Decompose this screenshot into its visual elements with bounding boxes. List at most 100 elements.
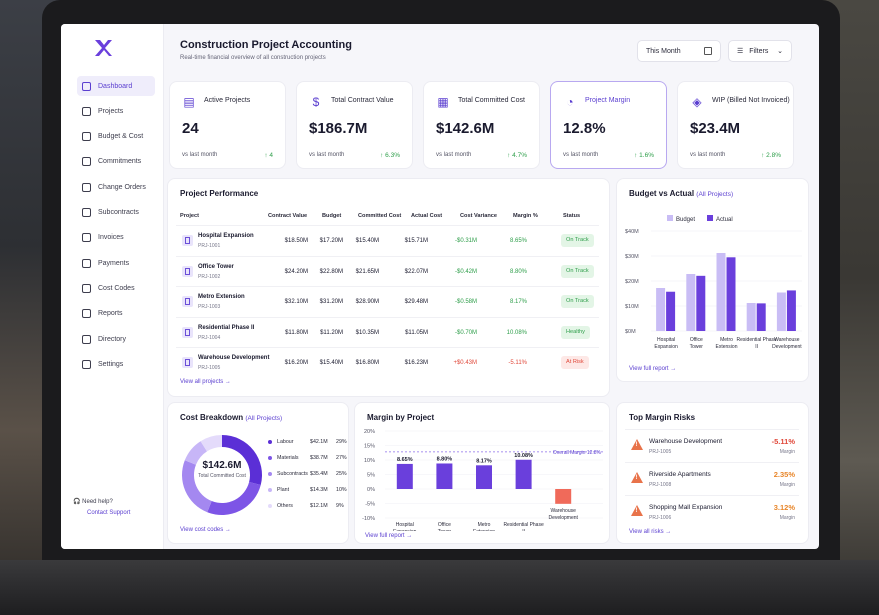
legend-label: Actual — [716, 217, 733, 223]
kpi-card-total-committed-cost[interactable]: ▦ Total Committed Cost $142.6M vs last mont… — [423, 81, 540, 169]
kpi-card-project-margin[interactable]: ◔ Project Margin 12.8% vs last month ↑ 1.6% — [550, 81, 667, 169]
bar-budget[interactable] — [686, 274, 696, 331]
folder-icon — [82, 106, 91, 116]
sidebar-item-label: Change Orders — [98, 183, 146, 191]
donut-slice-subcontracts[interactable] — [182, 460, 212, 513]
sidebar-item-commitments[interactable]: Commitments — [77, 152, 155, 172]
legend-swatch — [667, 215, 673, 221]
budget-icon — [82, 132, 91, 142]
margin-bar[interactable] — [515, 459, 532, 489]
donut-slice-plant[interactable] — [184, 441, 207, 465]
sidebar-item-reports[interactable]: Reports — [77, 304, 155, 324]
sidebar-item-change-orders[interactable]: Change Orders — [77, 177, 155, 197]
legend-value: $42.1M — [310, 439, 328, 445]
receipt-icon: ▦ — [437, 95, 449, 109]
cell-contract: $16.20M — [284, 360, 308, 366]
legend-value: $12.1M — [310, 503, 328, 509]
project-code: PRJ-1004 — [198, 334, 221, 341]
bar-budget[interactable] — [656, 288, 666, 331]
kpi-change: ↑ 2.8% — [761, 152, 781, 159]
margin-bar[interactable] — [555, 489, 572, 504]
cell-contract: $24.20M — [284, 268, 308, 275]
warning-icon — [631, 472, 643, 483]
kpi-card-wip-billed-not-invoiced-[interactable]: ◈ WIP (Billed Not Invoiced) $23.4M vs last … — [677, 81, 794, 169]
y-tick-label: 15% — [364, 444, 375, 450]
arrow-right-icon: → — [224, 379, 231, 385]
sidebar-item-projects[interactable]: Projects — [77, 101, 155, 121]
risk-item[interactable]: Riverside Apartments PRJ-1008 2.35% Margin — [625, 462, 799, 495]
contact-support-link[interactable]: Contact Support — [87, 510, 131, 516]
margin-bar[interactable] — [436, 463, 453, 489]
sidebar-item-payments[interactable]: Payments — [77, 253, 155, 273]
arrow-right-icon: → — [406, 533, 413, 539]
kpi-card-active-projects[interactable]: ▤ Active Projects 24 vs last month ↑ 4 — [169, 81, 286, 169]
sidebar-item-label: Cost Codes — [98, 284, 135, 292]
bar-actual[interactable] — [786, 290, 796, 331]
sidebar-item-cost-codes[interactable]: Cost Codes — [77, 278, 155, 298]
filters-button[interactable]: ☰ Filters ⌄ — [728, 40, 792, 62]
view-all-risks-link[interactable]: View all risks → — [629, 529, 671, 535]
sidebar-item-invoices[interactable]: Invoices — [77, 228, 155, 248]
legend-name: Labour — [277, 439, 294, 445]
risk-item[interactable]: Shopping Mall Expansion PRJ-1006 3.12% Marg… — [625, 495, 799, 528]
sidebar-item-settings[interactable]: Settings — [77, 354, 155, 374]
sidebar-item-label: Subcontracts — [98, 209, 139, 216]
sidebar-item-subcontracts[interactable]: Subcontracts — [77, 203, 155, 223]
legend-percent: 29% — [336, 439, 347, 445]
cell-variance: -$0.31M — [454, 238, 477, 244]
dollar-icon: $ — [312, 95, 320, 109]
bar-actual[interactable] — [696, 275, 706, 331]
bar-budget[interactable] — [776, 292, 786, 332]
sidebar-item-directory[interactable]: Directory — [77, 329, 155, 349]
table-row[interactable]: Office Tower PRJ-1002 $24.20M $22.80M $21.65… — [176, 255, 599, 287]
view-full-report-link[interactable]: View full report → — [629, 366, 676, 372]
donut-slice-materials[interactable] — [207, 481, 261, 515]
legend-name: Plant — [277, 487, 290, 493]
cell-budget: $17.20M — [319, 238, 343, 244]
pie-icon: ◔ — [566, 95, 574, 109]
kpi-change: ↑ 4.7% — [507, 152, 527, 159]
bar-actual[interactable] — [666, 291, 676, 331]
risk-item[interactable]: Warehouse Development PRJ-1005 -5.11% Margi… — [625, 429, 799, 462]
date-filter-button[interactable]: This Month — [637, 40, 721, 62]
filter-icon: ☰ — [737, 48, 744, 55]
table-row[interactable]: Metro Extension PRJ-1003 $32.10M $31.20M $28… — [176, 286, 599, 317]
kpi-card-total-contract-value[interactable]: $ Total Contract Value $186.7M vs last mont… — [296, 81, 413, 169]
table-row[interactable]: Warehouse Development PRJ-1005 $16.20M $15.… — [176, 347, 599, 378]
building-icon — [182, 296, 193, 307]
view-cost-codes-link[interactable]: View cost codes → — [180, 527, 231, 533]
y-tick-label: $10M — [625, 304, 639, 310]
cell-margin: 10.08% — [506, 329, 527, 336]
view-all-projects-link[interactable]: View all projects → — [180, 379, 231, 385]
sidebar-item-dashboard[interactable]: Dashboard — [77, 76, 155, 96]
sidebar-item-budget-cost[interactable]: Budget & Cost — [77, 127, 155, 147]
cell-budget: $11.20M — [320, 329, 343, 336]
bar-actual[interactable] — [756, 303, 766, 331]
budget-vs-actual-chart: Budget Actual $40M $30M $20M $10M $0M Hospital E… — [625, 215, 802, 350]
bar-actual[interactable] — [726, 257, 736, 331]
app-logo-icon[interactable] — [93, 38, 113, 58]
margin-bar[interactable] — [396, 463, 413, 489]
cell-budget: $31.20M — [319, 299, 343, 305]
view-full-report-link[interactable]: View full report → — [365, 533, 412, 539]
headset-icon: 🎧 — [73, 499, 81, 505]
legend-percent: 9% — [336, 503, 344, 509]
cell-variance: -$0.42M — [454, 268, 477, 275]
table-row[interactable]: Residential Phase II PRJ-1004 $11.80M $11.2… — [176, 316, 599, 348]
risk-margin-value: 3.12% — [773, 503, 795, 512]
risk-margin-label: Margin — [779, 482, 795, 488]
table-row[interactable]: Hospital Expansion PRJ-1001 $18.50M $17.20M… — [176, 225, 599, 256]
kpi-label: WIP (Billed Not Invoiced) — [712, 97, 790, 104]
cell-contract: $32.10M — [284, 299, 308, 305]
cell-actual: $22.07M — [404, 268, 428, 275]
donut-slice-others[interactable] — [200, 435, 222, 452]
bar-budget[interactable] — [716, 253, 726, 331]
help-section: 🎧 Need help? Contact Support — [73, 498, 130, 516]
donut-slice-labour[interactable] — [222, 435, 262, 485]
margin-bar[interactable] — [476, 465, 492, 489]
cost-breakdown-panel: Cost Breakdown (All Projects) $142.6M To… — [167, 402, 349, 544]
kpi-change: ↑ 4 — [264, 152, 273, 159]
bar-budget[interactable] — [746, 303, 756, 331]
